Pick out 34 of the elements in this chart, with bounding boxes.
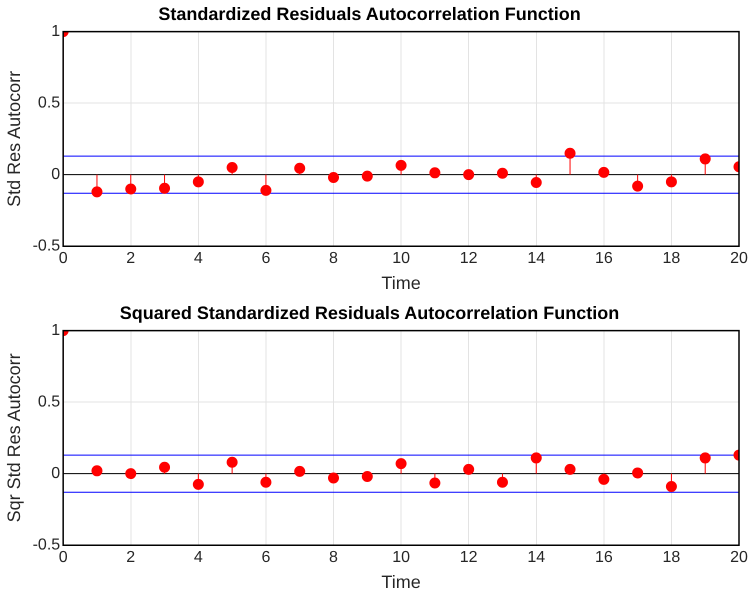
y-axis-title: Sqr Std Res Autocorr [4, 353, 24, 522]
x-tick-label: 2 [126, 250, 136, 268]
x-tick-label: 12 [460, 250, 478, 268]
y-tick-label: 0 [51, 166, 60, 184]
x-tick-label: 8 [329, 250, 338, 268]
x-tick-label: 16 [594, 549, 613, 566]
x-tick-label: 6 [261, 549, 270, 566]
x-axis-title: Time [381, 572, 421, 592]
y-tick-label: 0 [51, 465, 60, 482]
chart-title: Squared Standardized Residuals Autocorrelation Function [120, 302, 620, 323]
x-tick-label: 20 [730, 549, 748, 566]
x-tick-label: 8 [329, 549, 338, 566]
x-tick-label: 12 [460, 549, 478, 566]
x-tick-label: 20 [730, 250, 748, 268]
x-tick-label: 14 [527, 250, 546, 268]
y-tick-label: -0.5 [32, 238, 60, 255]
x-tick-label: 18 [662, 549, 680, 566]
y-tick-label: 1 [51, 23, 60, 40]
y-tick-label: -0.5 [32, 536, 60, 554]
x-tick-label: 4 [194, 250, 203, 268]
x-tick-label: 14 [527, 549, 546, 566]
y-tick-label: 0.5 [38, 394, 60, 411]
y-tick-label: 0.5 [38, 94, 60, 112]
x-axis-title: Time [381, 273, 421, 294]
x-tick-label: 10 [392, 549, 410, 566]
x-tick-label: 16 [594, 250, 613, 268]
x-tick-label: 18 [662, 250, 680, 268]
x-tick-label: 10 [392, 250, 410, 268]
x-tick-label: 4 [194, 549, 203, 566]
x-tick-label: 2 [126, 549, 136, 566]
y-axis-title: Std Res Autocorr [4, 70, 24, 207]
chart-title: Standardized Residuals Autocorrelation Function [158, 4, 581, 24]
y-tick-label: 1 [51, 322, 60, 340]
x-tick-label: 6 [261, 250, 270, 268]
